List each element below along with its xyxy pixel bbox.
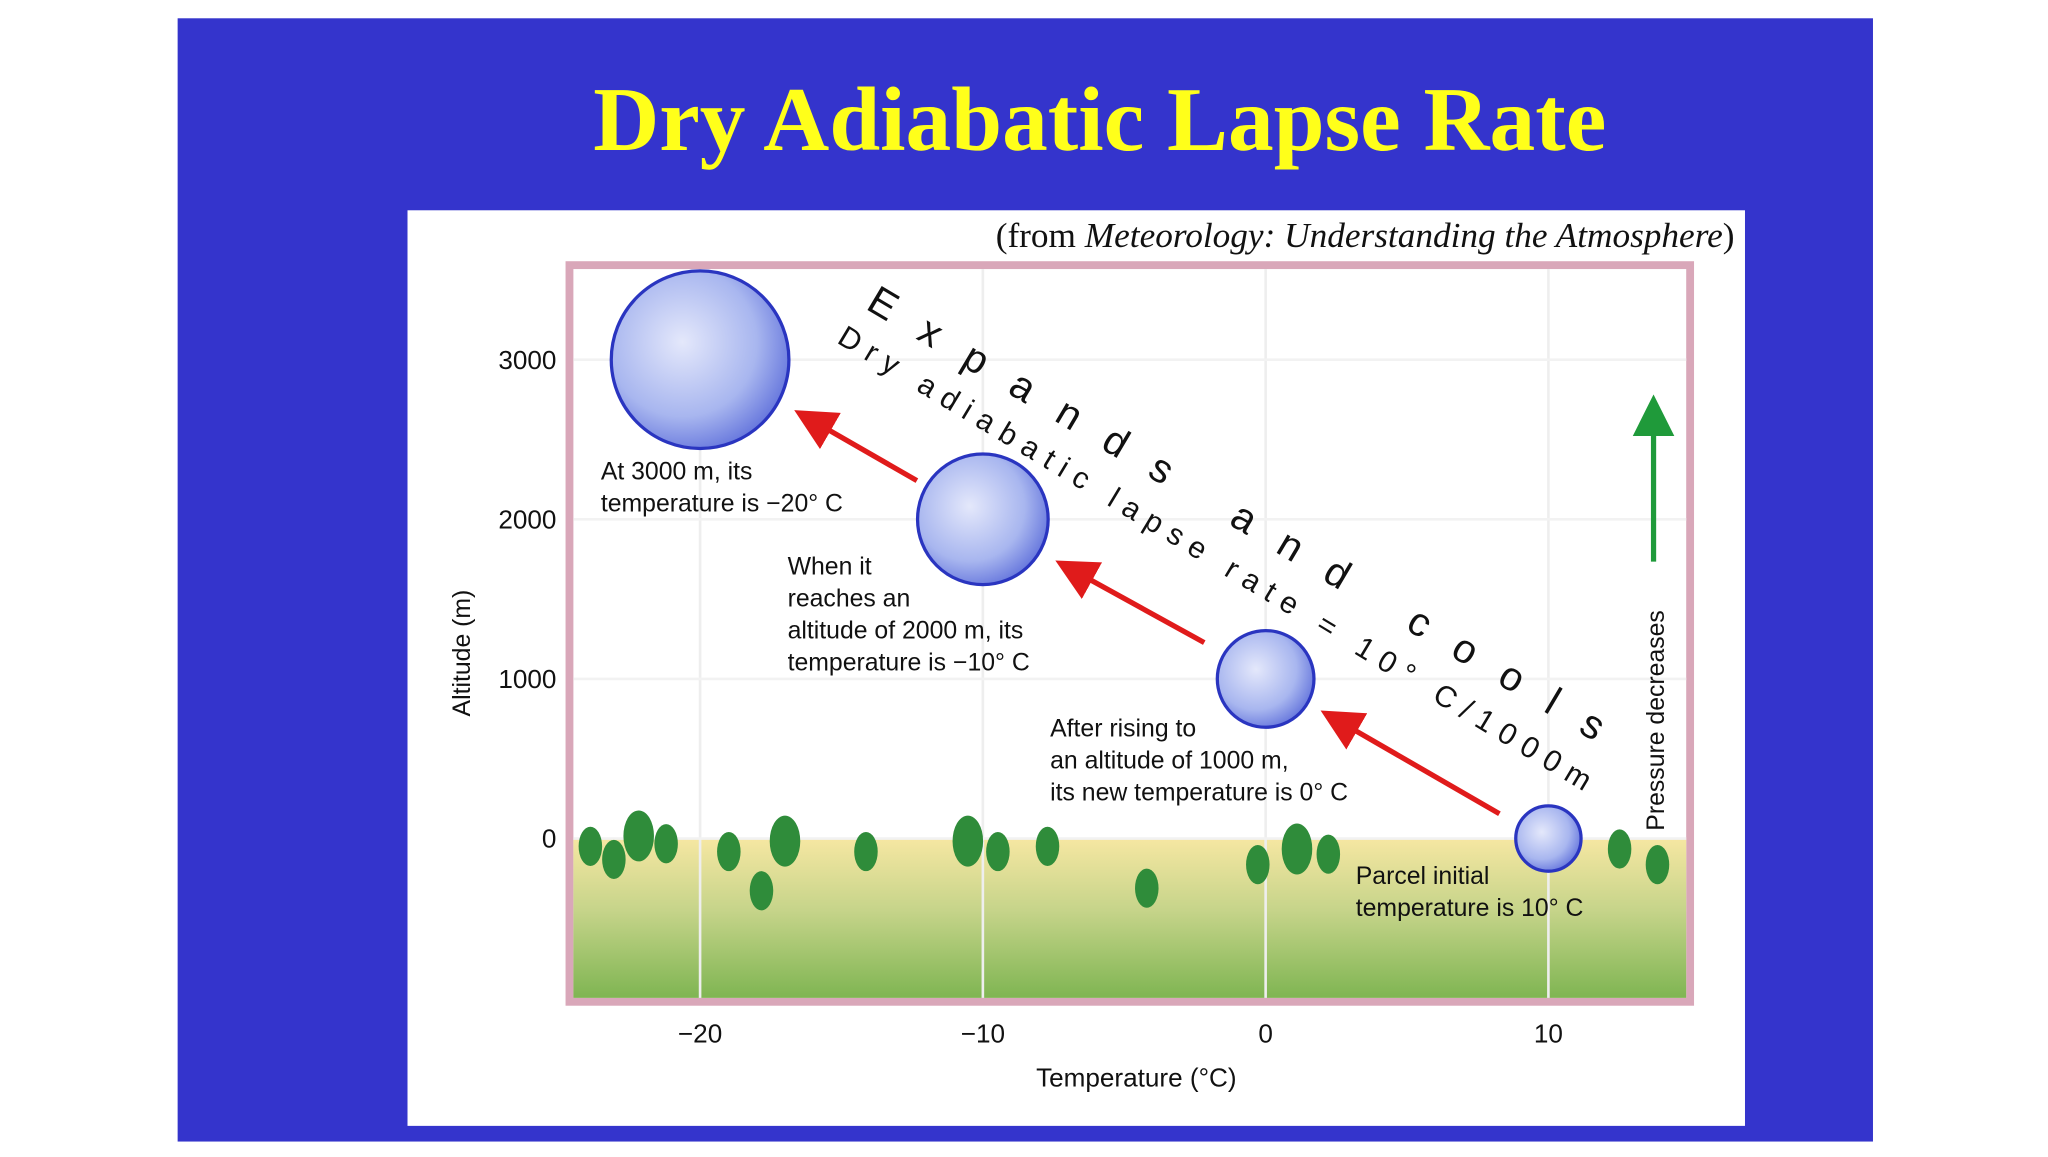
tree <box>1316 834 1341 874</box>
parcel-label-line: At 3000 m, its <box>601 458 753 485</box>
air-parcel <box>609 269 791 451</box>
tree <box>769 815 801 867</box>
parcel-label-line: altitude of 2000 m, its <box>788 618 1024 645</box>
parcel-label-line: temperature is −20° C <box>601 490 843 517</box>
tree <box>1281 823 1313 875</box>
x-tick-label: −10 <box>961 1018 1005 1048</box>
parcel-label-line: an altitude of 1000 m, <box>1050 748 1289 775</box>
tree <box>1607 829 1632 869</box>
source-book: Meteorology: Understanding the Atmospher… <box>1084 216 1723 255</box>
tree <box>1035 826 1060 866</box>
tree <box>1135 868 1159 908</box>
x-tick-label: −20 <box>678 1018 722 1048</box>
parcel-label: Parcel initial temperature is 10° C <box>1356 863 1584 922</box>
parcel-label: When it reaches an altitude of 2000 m, its… <box>788 554 1030 677</box>
rise-arrow <box>1320 710 1501 816</box>
rise-arrow <box>794 410 919 483</box>
tree <box>602 839 626 880</box>
source-suffix: ) <box>1723 216 1735 255</box>
air-parcel <box>915 452 1050 587</box>
x-axis-title: Temperature (°C) <box>1036 1063 1237 1093</box>
y-tick-label: 3000 <box>498 345 556 375</box>
parcel-label: At 3000 m, its temperature is −20° C <box>601 458 843 517</box>
tree <box>986 832 1010 872</box>
x-tick-label: 10 <box>1534 1018 1563 1048</box>
parcel-label-line: When it <box>788 554 872 581</box>
y-tick-label: 0 <box>542 824 557 854</box>
y-tick-label: 1000 <box>498 664 556 694</box>
tree <box>717 832 741 872</box>
rise-arrow <box>1055 560 1206 645</box>
y-axis-title: Altitude (m) <box>449 590 476 717</box>
tree <box>623 810 654 862</box>
tree <box>1246 845 1270 885</box>
parcel-label-line: After rising to <box>1050 716 1196 743</box>
tree <box>1645 845 1670 885</box>
ground <box>573 838 1687 998</box>
air-parcel <box>1215 628 1316 729</box>
parcel-label-line: temperature is 10° C <box>1356 895 1584 922</box>
parcel-label-line: temperature is −10° C <box>788 650 1030 677</box>
tree <box>854 832 878 872</box>
air-parcel <box>1514 804 1583 873</box>
parcel-label: After rising to an altitude of 1000 m, its… <box>1050 716 1348 807</box>
parcel-label-line: its new temperature is 0° C <box>1050 780 1348 807</box>
pressure-label: Pressure decreases <box>1643 610 1670 831</box>
tree <box>749 871 774 911</box>
tree <box>578 826 603 866</box>
slide-title: Dry Adiabatic Lapse Rate <box>593 69 1606 170</box>
y-tick-label: 2000 <box>498 504 556 534</box>
x-tick-label: 0 <box>1258 1018 1273 1048</box>
source: (from Meteorology: Understanding the Atm… <box>996 216 1735 255</box>
tree <box>654 824 678 864</box>
tree <box>952 815 984 867</box>
parcel-label-line: Parcel initial <box>1356 863 1490 890</box>
source-prefix: (from <box>996 216 1085 255</box>
parcel-label-line: reaches an <box>788 586 911 613</box>
